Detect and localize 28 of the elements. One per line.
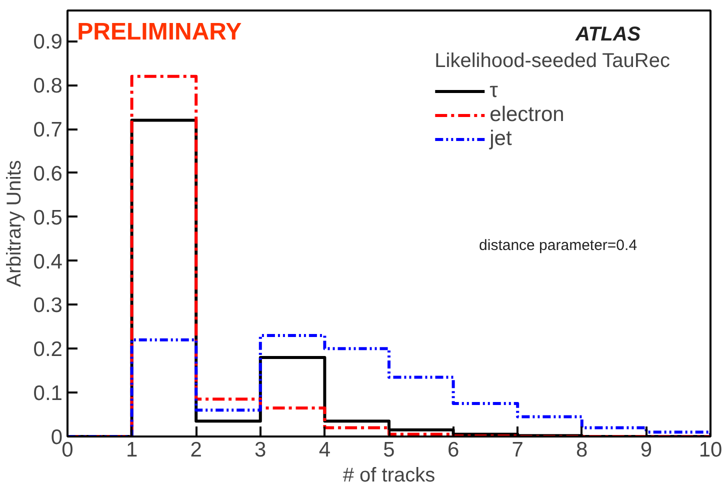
x-tick-label: 6 xyxy=(447,438,460,462)
legend-label: jet xyxy=(490,127,512,151)
y-tick-label: 0.3 xyxy=(33,294,63,318)
y-tick-label: 0.7 xyxy=(33,118,63,142)
legend-label: τ xyxy=(490,79,499,103)
x-tick-label: 1 xyxy=(126,438,138,462)
y-tick-label: 0.6 xyxy=(33,162,63,186)
y-tick-label: 0.1 xyxy=(33,382,63,406)
x-tick-label: 3 xyxy=(254,438,266,462)
y-tick-label: 0.9 xyxy=(33,30,63,54)
y-axis-title: Arbitrary Units xyxy=(3,160,26,287)
annotation: PRELIMINARY xyxy=(77,18,242,46)
x-tick-label: 7 xyxy=(512,438,524,462)
legend-title: Likelihood-seeded TauRec xyxy=(434,50,670,73)
y-tick-label: 0.8 xyxy=(33,74,63,98)
annotation: distance parameter=0.4 xyxy=(479,237,638,254)
y-tick-label: 0.4 xyxy=(33,250,63,274)
legend-label: electron xyxy=(490,103,564,127)
x-axis-title: # of tracks xyxy=(342,464,436,486)
y-tick-label: 0.5 xyxy=(33,206,63,230)
annotation: ATLAS xyxy=(574,24,642,46)
x-tick-label: 9 xyxy=(640,438,652,462)
x-tick-label: 4 xyxy=(318,438,331,462)
x-tick-label: 2 xyxy=(190,438,202,462)
x-tick-label: 8 xyxy=(576,438,588,462)
x-tick-label: 5 xyxy=(383,438,395,462)
x-tick-label: 10 xyxy=(698,438,722,462)
y-tick-label: 0.2 xyxy=(33,338,63,362)
